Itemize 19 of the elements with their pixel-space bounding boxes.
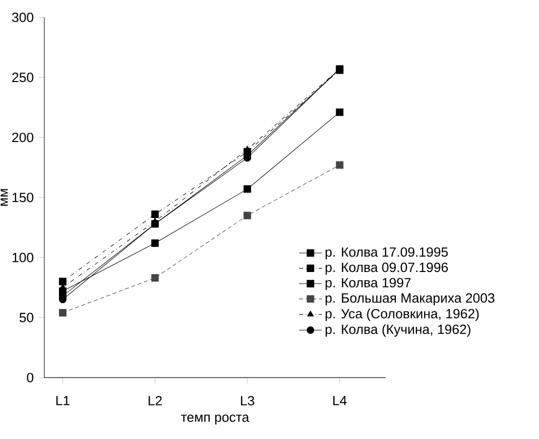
legend-label: р. Колва (Кучина, 1962) [326, 324, 470, 337]
y-tick-label: 100 [12, 252, 34, 262]
y-tick-label: 250 [12, 72, 34, 82]
x-tick-label: L4 [333, 396, 347, 406]
x-axis-title: темп роста [181, 414, 250, 425]
legend-label: р. Колва 17.09.1995 [326, 247, 448, 260]
y-tick-label: 300 [12, 12, 34, 22]
x-tick-label: L1 [56, 396, 70, 406]
legend-label: р. Колва 1997 [326, 278, 411, 290]
y-tick-label: 150 [12, 192, 34, 202]
y-axis-title: мм [0, 189, 8, 206]
x-tick-label: L3 [240, 396, 254, 406]
y-tick-label: 200 [12, 132, 34, 142]
legend-label: р. Большая Макариха 2003 [326, 293, 494, 306]
x-tick-label: L2 [148, 396, 162, 406]
legend-label: р. Колва 09.07.1996 [326, 262, 448, 275]
y-tick-label: 50 [20, 312, 34, 322]
legend-label: р. Уса (Соловкина, 1962) [326, 308, 479, 322]
y-tick-label: 0 [26, 372, 34, 382]
